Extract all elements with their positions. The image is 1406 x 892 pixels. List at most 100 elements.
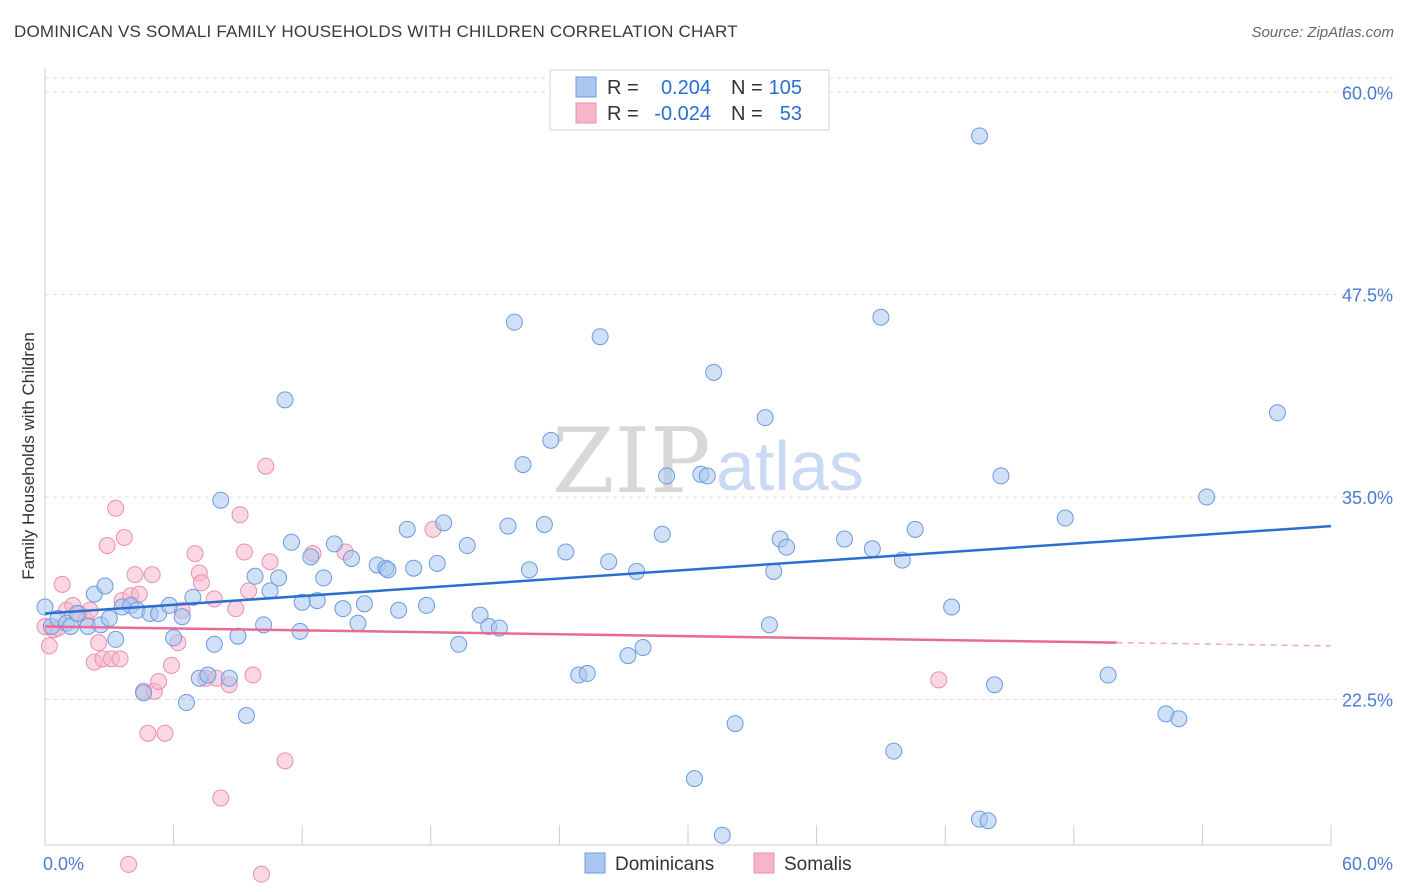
dominicans-points: [36, 127, 1286, 844]
bottom-legend-swatch-dominicans: [584, 852, 606, 874]
source-label: Source: ZipAtlas.com: [1251, 24, 1394, 41]
y-tick-label: 47.5%: [1342, 286, 1393, 306]
dominican-point: [379, 561, 397, 579]
dominican-point: [1170, 710, 1188, 728]
dominican-point: [177, 694, 195, 712]
x-tick-label-min: 0.0%: [43, 854, 84, 874]
dominican-point: [906, 520, 924, 538]
dominican-point: [135, 684, 153, 702]
dominican-point: [698, 467, 716, 485]
dominican-point: [713, 826, 731, 844]
dominican-point: [220, 669, 238, 687]
legend-swatch-dominicans: [575, 76, 597, 98]
dominican-point: [184, 588, 202, 606]
dominican-point: [165, 629, 183, 647]
dominican-point: [578, 664, 596, 682]
legend-n-label-2: N =: [731, 103, 763, 125]
somali-point: [111, 650, 129, 668]
legend-r-label-2: R =: [607, 103, 639, 125]
legend-n-value-2: 53: [780, 103, 802, 125]
dominican-point: [355, 595, 373, 613]
somali-point: [252, 865, 270, 883]
dominican-point: [653, 525, 671, 543]
dominican-point: [237, 707, 255, 724]
dominican-point: [628, 562, 646, 580]
somali-point: [261, 553, 279, 571]
dominican-point: [349, 614, 367, 632]
dominican-point: [246, 567, 264, 585]
somali-point: [126, 566, 144, 584]
dominican-point: [315, 569, 333, 587]
dominican-point: [199, 666, 217, 684]
somali-point: [276, 752, 294, 770]
somali-point: [150, 673, 168, 691]
dominican-point: [398, 520, 416, 538]
dominican-point: [270, 569, 288, 587]
dominican-point: [302, 548, 320, 566]
dominican-point: [418, 596, 436, 614]
stats-legend: R = 0.204 N = 105 R = -0.024 N = 53: [549, 69, 830, 131]
dominican-point: [450, 635, 468, 653]
dominican-point: [293, 593, 311, 611]
chart-title: DOMINICAN VS SOMALI FAMILY HOUSEHOLDS WI…: [14, 22, 738, 41]
legend-n-value-1: 105: [769, 77, 802, 99]
dominican-point: [685, 770, 703, 788]
dominican-point: [212, 491, 230, 509]
y-tick-label: 60.0%: [1342, 83, 1393, 103]
gridlines: [45, 77, 1393, 700]
dominican-point: [514, 456, 532, 474]
watermark-atlas: atlas: [716, 427, 864, 505]
dominican-point: [591, 328, 609, 346]
y-tick-label: 22.5%: [1342, 690, 1393, 710]
dominican-point: [705, 363, 723, 381]
dominican-point: [943, 598, 961, 616]
dominican-point: [428, 554, 446, 572]
dominican-point: [835, 530, 853, 548]
somali-point: [212, 789, 230, 807]
somali-point: [257, 457, 275, 475]
dominican-point: [458, 537, 476, 555]
dominican-point: [658, 467, 676, 485]
somali-point: [143, 566, 161, 584]
legend-r-label-1: R =: [607, 77, 639, 99]
dominican-point: [107, 630, 125, 648]
dominican-point: [1198, 488, 1216, 506]
somali-point: [231, 506, 249, 524]
dominican-point: [96, 577, 114, 595]
dominican-point: [334, 600, 352, 618]
legend-n-label-1: N =: [731, 77, 763, 99]
dominican-point: [970, 127, 988, 145]
dominican-point: [520, 561, 538, 579]
dominican-point: [557, 543, 575, 561]
dominican-point: [390, 601, 408, 619]
dominican-point: [68, 605, 86, 623]
dominican-point: [619, 647, 637, 665]
dominican-point: [471, 606, 489, 624]
y-axis-label: Family Households with Children: [19, 332, 38, 580]
dominican-point: [325, 535, 343, 553]
series-legend: Dominicans Somalis: [584, 852, 852, 875]
dominican-point: [405, 559, 423, 577]
bottom-legend-dominicans: Dominicans: [615, 854, 714, 875]
dominican-point: [765, 562, 783, 580]
somali-point: [244, 666, 262, 684]
somalis-trend-extension: [1116, 641, 1332, 647]
somali-point: [205, 590, 223, 608]
dominican-point: [542, 431, 560, 449]
dominican-point: [282, 533, 300, 551]
dominican-point: [760, 616, 778, 634]
somalis-points: [36, 457, 948, 883]
somali-point: [930, 671, 948, 689]
bottom-legend-somalis: Somalis: [784, 854, 852, 875]
legend-r-value-2: -0.024: [654, 103, 711, 125]
somali-point: [192, 574, 210, 592]
dominican-point: [634, 639, 652, 657]
dominican-point: [205, 635, 223, 653]
dominican-point: [1268, 404, 1286, 422]
dominican-point: [435, 514, 453, 532]
dominican-point: [1099, 666, 1117, 684]
somali-point: [98, 537, 116, 555]
trend-lines: [44, 524, 1332, 647]
somali-point: [227, 600, 245, 618]
somali-point: [120, 855, 138, 873]
